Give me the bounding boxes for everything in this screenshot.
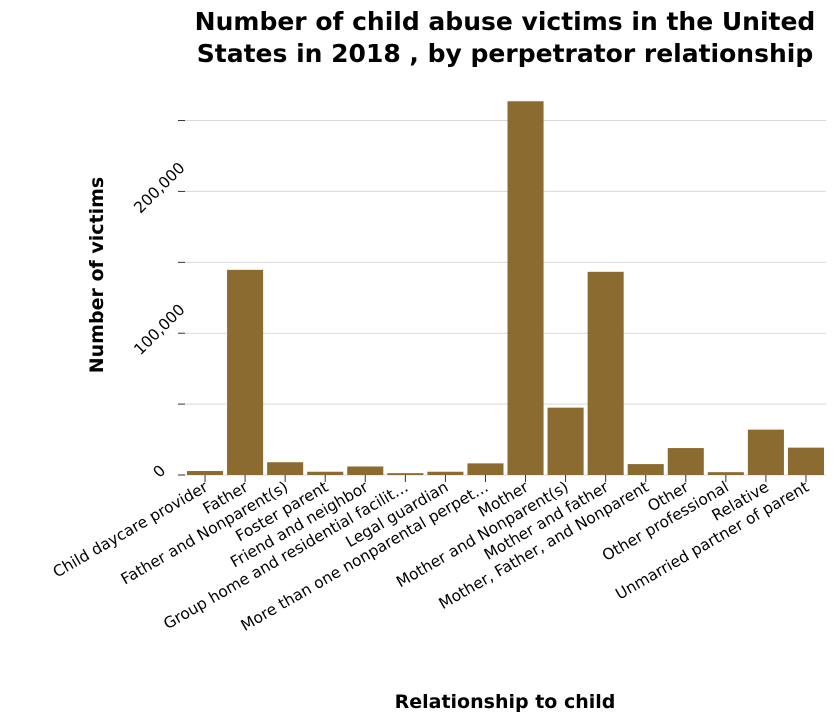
- y-tick-label: 0: [150, 462, 170, 482]
- chart-title-line-2: States in 2018 , by perpetrator relation…: [197, 39, 813, 68]
- bar: [747, 429, 784, 475]
- y-axis-ticks: 0 100,000 200,000: [130, 120, 188, 482]
- y-axis-title: Number of victims: [86, 177, 108, 374]
- bar: [267, 462, 304, 475]
- bar: [547, 407, 584, 475]
- bar: [347, 466, 384, 475]
- bar: [227, 269, 264, 475]
- chart-title-line-1: Number of child abuse victims in the Uni…: [195, 7, 816, 36]
- bar: [787, 447, 824, 475]
- bars: [187, 101, 824, 475]
- bar: [467, 463, 504, 475]
- bar: [707, 472, 744, 475]
- y-tick-label: 200,000: [130, 159, 188, 217]
- bar: [187, 471, 224, 475]
- bar: [427, 471, 464, 475]
- bar: [627, 464, 664, 475]
- bar: [667, 448, 704, 475]
- bar: [387, 473, 424, 475]
- y-tick-label: 100,000: [130, 301, 188, 359]
- bar: [507, 101, 544, 475]
- bar: [307, 471, 344, 475]
- bar: [587, 271, 624, 475]
- x-axis-title: Relationship to child: [395, 691, 616, 713]
- grid-lines: [185, 120, 826, 476]
